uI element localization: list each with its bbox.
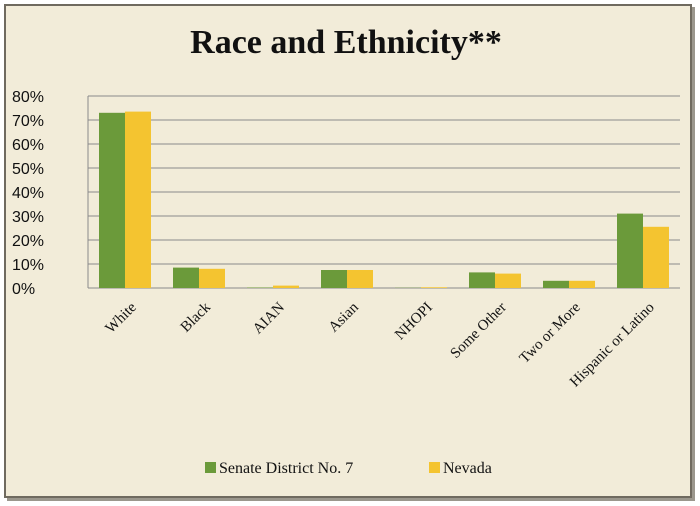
y-tick-label: 50% — [12, 161, 44, 178]
x-tick-label: White — [103, 299, 140, 336]
y-tick-label: 20% — [12, 233, 44, 250]
bar-nevada — [495, 273, 521, 288]
legend-swatch — [205, 462, 216, 473]
bar-nevada — [643, 226, 669, 288]
bar-nevada — [347, 270, 373, 288]
x-tick-label: Some Other — [448, 300, 510, 362]
bar-nevada — [199, 268, 225, 288]
y-tick-label: 0% — [12, 281, 35, 298]
bar-senate — [617, 213, 643, 288]
bar-senate — [99, 112, 125, 288]
bar-nevada — [125, 111, 151, 288]
y-tick-label: 10% — [12, 257, 44, 274]
chart-title: Race and Ethnicity** — [190, 24, 502, 61]
bar-senate — [321, 270, 347, 288]
bar-nevada — [421, 287, 447, 288]
y-tick-label: 60% — [12, 137, 44, 154]
bar-nevada — [273, 285, 299, 288]
legend-label: Senate District No. 7 — [219, 460, 353, 477]
legend-label: Nevada — [443, 460, 492, 477]
y-tick-label: 40% — [12, 185, 44, 202]
x-tick-label: Black — [178, 299, 214, 335]
x-tick-label: AIAN — [250, 299, 288, 337]
bar-senate — [543, 280, 569, 288]
y-tick-label: 80% — [12, 89, 44, 106]
bar-senate — [469, 272, 495, 288]
x-tick-label: Two or More — [517, 299, 584, 366]
y-tick-label: 70% — [12, 113, 44, 130]
bar-nevada — [569, 280, 595, 288]
bar-senate — [173, 267, 199, 288]
legend-swatch — [429, 462, 440, 473]
y-tick-label: 30% — [12, 209, 44, 226]
x-tick-label: NHOPI — [392, 300, 436, 344]
x-tick-label: Asian — [326, 299, 362, 335]
